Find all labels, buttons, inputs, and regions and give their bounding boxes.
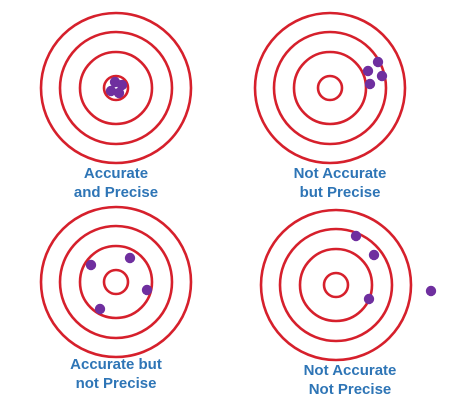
caption-line: Accurate but xyxy=(70,356,162,373)
shot-dot xyxy=(113,87,125,99)
shot-dot xyxy=(362,65,374,77)
target-ring xyxy=(39,205,193,359)
target-ring xyxy=(259,208,413,362)
caption-line: Not Accurate xyxy=(303,362,397,379)
shot-dot xyxy=(94,303,106,315)
bullseye-ring xyxy=(102,74,130,102)
caption-line: Not Accurate xyxy=(293,165,387,182)
target-ring xyxy=(58,224,174,340)
caption-line: Not Precise xyxy=(308,381,392,398)
target-ring xyxy=(278,227,394,343)
target-ring xyxy=(78,244,154,320)
shot-dot xyxy=(116,79,128,91)
bullseye-ring xyxy=(322,271,350,299)
caption-accurate-not-precise: Accurate but not Precise xyxy=(26,355,206,393)
shot-dot xyxy=(372,56,384,68)
shot-dot xyxy=(425,285,437,297)
target-accurate-not-precise xyxy=(39,205,193,359)
target-ring xyxy=(253,11,407,165)
target-ring xyxy=(78,50,154,126)
caption-line: not Precise xyxy=(75,375,157,392)
caption-line: and Precise xyxy=(73,184,159,201)
bullseye-ring xyxy=(102,268,130,296)
target-ring xyxy=(272,30,388,146)
shot-dot xyxy=(368,249,380,261)
target-not-accurate-precise xyxy=(253,11,407,165)
target-ring xyxy=(298,247,374,323)
caption-not-accurate-but-precise: Not Accurate but Precise xyxy=(250,164,430,202)
shot-dot xyxy=(124,252,136,264)
shot-dot xyxy=(363,293,375,305)
caption-line: Accurate xyxy=(83,165,149,182)
caption-line: but Precise xyxy=(299,184,381,201)
target-ring xyxy=(39,11,193,165)
caption-accurate-precise: Accurate and Precise xyxy=(26,164,206,202)
target-not-accurate-not-precise xyxy=(259,208,437,362)
shot-dot xyxy=(350,230,362,242)
shot-dot xyxy=(376,70,388,82)
shot-dot xyxy=(105,85,117,97)
target-accurate-precise xyxy=(39,11,193,165)
shot-dot xyxy=(364,78,376,90)
target-ring xyxy=(292,50,368,126)
shot-dot xyxy=(85,259,97,271)
caption-not-accurate-not-precise: Not Accurate Not Precise xyxy=(260,361,440,399)
target-ring xyxy=(58,30,174,146)
shot-dot xyxy=(141,284,153,296)
bullseye-ring xyxy=(316,74,344,102)
